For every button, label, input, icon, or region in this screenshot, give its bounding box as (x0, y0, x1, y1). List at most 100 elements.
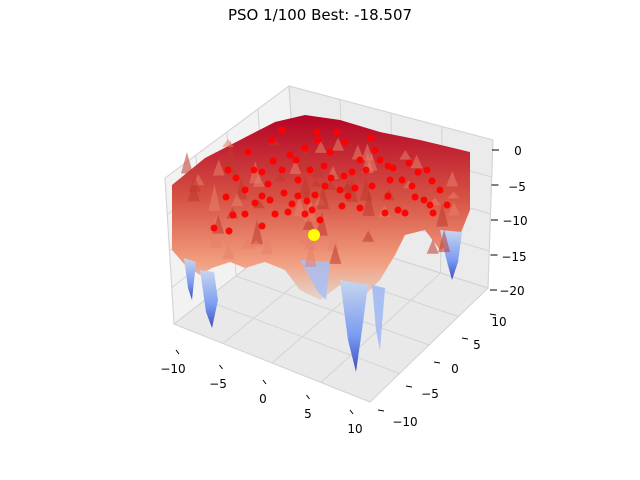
particle-marker (398, 176, 406, 184)
particle-marker (320, 162, 328, 170)
particle-marker (258, 168, 266, 176)
surface-ridge (293, 195, 306, 217)
surface-ridge (235, 178, 248, 200)
particle-marker (229, 211, 237, 219)
particle-marker (280, 189, 288, 197)
surface-ridge (289, 159, 302, 175)
y-axis-ticks: −10 −5 0 5 10 (392, 315, 506, 429)
particle-marker (258, 192, 266, 200)
y-tick-label: −5 (421, 387, 439, 401)
particle-marker (271, 210, 279, 218)
particle-marker (244, 148, 252, 156)
particle-marker (278, 166, 286, 174)
x-tick-label: −10 (160, 362, 185, 376)
particle-marker (224, 166, 232, 174)
surface-ridge (447, 191, 460, 199)
surface-ridge (251, 219, 264, 245)
surface-ridge (359, 178, 372, 201)
surface-ridge (312, 162, 325, 178)
surface-ridge (222, 139, 235, 147)
particle-marker (284, 208, 292, 216)
y-tick-mark (433, 361, 441, 364)
particle-marker (210, 224, 218, 232)
surface-ridge (362, 230, 375, 242)
surface-ridge (195, 231, 208, 240)
particle-marker (344, 192, 352, 200)
x-tick-mark (219, 364, 223, 370)
particle-marker (311, 191, 319, 199)
particle-marker (384, 192, 392, 200)
particle-marker (313, 128, 321, 136)
x-tick-mark (349, 409, 354, 415)
surface-ridge (222, 243, 235, 260)
floor-grid-line (235, 275, 430, 346)
particle-marker (308, 206, 316, 214)
particle-marker (443, 201, 451, 209)
surface-ridge (315, 212, 328, 236)
x-tick-mark (175, 349, 180, 355)
surface-ridge (327, 226, 340, 251)
particle-marker (232, 174, 240, 182)
surface-ridge (399, 150, 412, 160)
surface-ridge (436, 203, 449, 227)
surface-ridge (317, 183, 330, 210)
y-tick-label: 0 (451, 362, 459, 376)
x-axis-ticks: −10 −5 0 5 10 (160, 362, 362, 436)
y-tick-label: 10 (491, 315, 506, 329)
particle-marker (292, 156, 300, 164)
y-tick-mark (489, 313, 497, 316)
surface-ridge (252, 173, 265, 187)
particle-marker (286, 151, 294, 159)
y-tick-label: −10 (392, 415, 417, 429)
surface-ridge (332, 137, 345, 151)
chart-title: PSO 1/100 Best: -18.507 (227, 6, 413, 24)
particle-marker (426, 201, 434, 209)
surface-ridge (310, 180, 323, 187)
particle-marker (321, 182, 329, 190)
x-tick-mark (306, 394, 310, 400)
surface-ridge (302, 216, 315, 230)
surface-ridge (242, 232, 255, 249)
x-tick-mark (262, 379, 267, 385)
particle-marker (420, 196, 428, 204)
particle-marker (327, 174, 335, 182)
particle-marker (348, 168, 356, 176)
particle-marker (367, 134, 375, 142)
surface-ridge (180, 151, 193, 174)
particle-marker (251, 199, 259, 207)
surface-ridge (274, 173, 287, 182)
x-tick-label: 0 (259, 392, 267, 406)
x-tick-label: 10 (347, 422, 362, 436)
surface-ridge (227, 168, 240, 176)
particle-marker (414, 168, 422, 176)
surface-ridge (261, 234, 274, 255)
particle-marker (340, 172, 348, 180)
z-tick-label: 0 (514, 144, 522, 158)
particle-marker (436, 186, 444, 194)
particle-marker (362, 166, 370, 174)
particle-marker (314, 136, 322, 144)
surface-ridge (188, 175, 201, 192)
particle-marker (336, 186, 344, 194)
surface-ridge (351, 144, 364, 160)
particle-marker (278, 126, 286, 134)
particle-marker (222, 193, 230, 201)
surface-ridge (208, 183, 221, 211)
best-particle-marker (308, 229, 320, 241)
particle-marker (258, 222, 266, 230)
surface-ridge (212, 159, 225, 176)
surface-ridge (231, 193, 244, 206)
particle-marker (306, 166, 314, 174)
particle-marker (376, 156, 384, 164)
particle-marker (225, 227, 233, 235)
particle-marker (268, 136, 276, 144)
surface-ridge (299, 143, 312, 171)
particle-marker (394, 206, 402, 214)
particle-marker (411, 193, 419, 201)
particle-marker (264, 180, 272, 188)
particles (210, 126, 451, 235)
particle-marker (429, 209, 437, 217)
particle-marker (250, 166, 258, 174)
y-tick-label: 5 (473, 338, 481, 352)
